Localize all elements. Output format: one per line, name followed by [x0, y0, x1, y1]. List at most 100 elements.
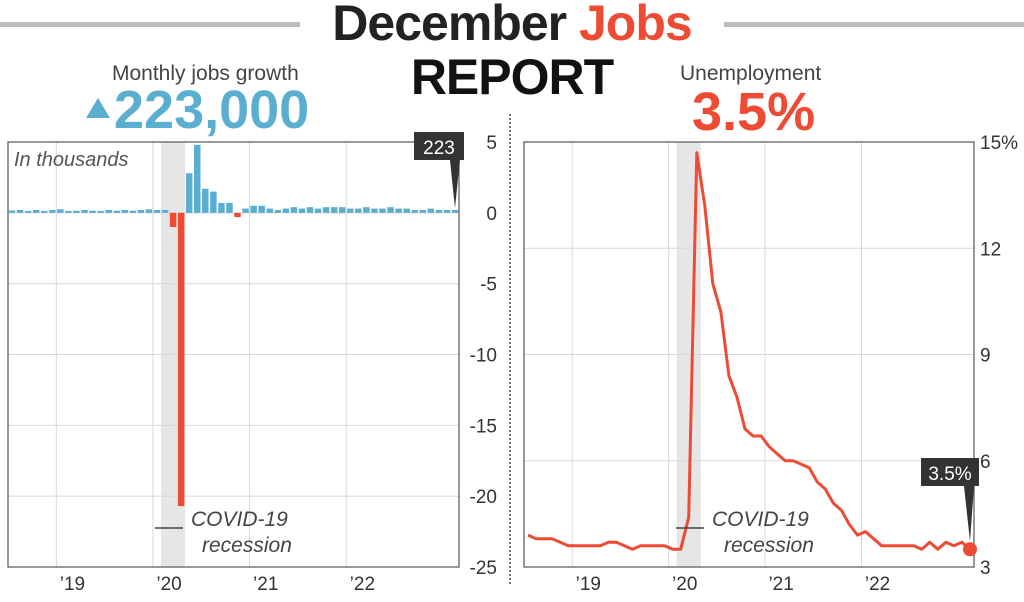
bar	[113, 210, 120, 213]
bar	[290, 207, 298, 213]
bar	[371, 208, 378, 213]
x-tick-label: ’20	[156, 574, 181, 595]
callout-box	[414, 132, 464, 160]
bar	[105, 210, 112, 213]
y-tick-label: 5	[486, 133, 497, 154]
recession-label-line2: recession	[724, 534, 814, 557]
callout-pointer	[449, 160, 460, 208]
x-tick-label: ’19	[576, 574, 601, 595]
bar	[194, 144, 201, 213]
callout-label: 223	[423, 138, 455, 159]
bar	[169, 212, 177, 227]
recession-label-line1: COVID-19	[712, 508, 809, 531]
bar	[330, 207, 338, 213]
bar	[129, 210, 137, 213]
bar	[411, 210, 418, 213]
chart-subtitle: In thousands	[14, 149, 129, 171]
bar	[322, 207, 330, 213]
unemployment-chart: 15% 12 9 6 3 ’19 ’20 ’21 ’22 COVID-19 recession 3.5…	[523, 133, 1018, 595]
y-tick-label: -25	[470, 558, 497, 579]
y-tick-label: 0	[486, 204, 497, 225]
bar	[403, 208, 410, 213]
x-tick-label: ’20	[672, 574, 697, 595]
y-tick-label: 6	[980, 452, 991, 473]
bar	[24, 210, 32, 213]
recession-label-line2: recession	[202, 534, 292, 557]
bar	[250, 205, 257, 213]
jobs-growth-value: 223,000	[114, 80, 310, 140]
title-line-1: December Jobs	[0, 0, 1024, 52]
bar	[32, 210, 40, 213]
bar	[73, 210, 80, 213]
bar	[161, 210, 169, 213]
bar	[185, 173, 193, 213]
recession-label-line1: COVID-19	[191, 508, 288, 531]
x-tick-label: ’21	[253, 574, 278, 595]
y-tick-label: 9	[980, 346, 991, 367]
x-tick-label: ’22	[865, 574, 890, 595]
bar	[137, 210, 145, 213]
y-tick-label: -10	[470, 346, 497, 367]
bar	[338, 207, 346, 213]
bar	[379, 208, 386, 213]
bar	[314, 208, 322, 213]
y-tick-label: 12	[980, 239, 1001, 260]
bar	[65, 210, 72, 213]
bar	[202, 188, 209, 213]
jobs-chart: 5 0 -5 -10 -15 -20 -25 ’19 ’20 ’21 ’22 In thousands…	[7, 132, 497, 595]
title-rule-right	[724, 22, 1024, 27]
y-tick-label: -20	[470, 487, 497, 508]
bar	[282, 208, 290, 213]
bar	[8, 210, 16, 213]
title-line-2: REPORT	[410, 49, 614, 105]
bar	[443, 210, 451, 213]
last-point-marker	[962, 542, 977, 557]
plot-frame	[7, 141, 460, 568]
bar	[97, 210, 104, 213]
bar	[218, 202, 225, 213]
bar	[274, 210, 282, 213]
y-tick-label: 15%	[980, 133, 1018, 154]
bar	[427, 208, 435, 213]
bar	[355, 208, 362, 213]
bar	[387, 207, 394, 213]
bar	[121, 210, 129, 213]
jobs-growth-label: Monthly jobs growth	[112, 62, 299, 85]
bar	[81, 210, 88, 213]
bar	[177, 212, 185, 507]
bar	[451, 210, 459, 213]
bar	[57, 209, 64, 213]
bar	[306, 207, 314, 213]
bar	[41, 210, 48, 213]
bar	[435, 210, 443, 213]
bar	[145, 209, 153, 213]
title-rule-left	[0, 22, 300, 27]
y-tick-label: -5	[480, 275, 497, 296]
callout-pointer	[963, 486, 974, 542]
bar	[234, 212, 241, 218]
x-tick-label: ’22	[350, 574, 375, 595]
bar	[49, 210, 56, 213]
bar	[210, 191, 217, 213]
bar	[242, 208, 249, 213]
up-arrow-icon	[86, 98, 110, 118]
bar	[395, 208, 402, 213]
x-tick-label: ’19	[60, 574, 85, 595]
callout-label: 3.5%	[928, 464, 971, 485]
bar	[89, 210, 96, 213]
x-tick-label: ’21	[768, 574, 793, 595]
bar	[258, 205, 265, 213]
bar	[363, 207, 370, 213]
bar	[347, 208, 354, 213]
bar	[298, 208, 306, 213]
callout-box	[921, 458, 979, 486]
bar	[266, 208, 273, 213]
bar	[16, 210, 24, 213]
unemployment-label: Unemployment	[680, 62, 822, 85]
title-word-december: December	[332, 0, 567, 51]
unemployment-value: 3.5%	[692, 82, 816, 142]
unemployment-line	[527, 151, 971, 551]
bar	[153, 210, 161, 213]
bar	[419, 210, 426, 213]
bar	[226, 202, 233, 213]
